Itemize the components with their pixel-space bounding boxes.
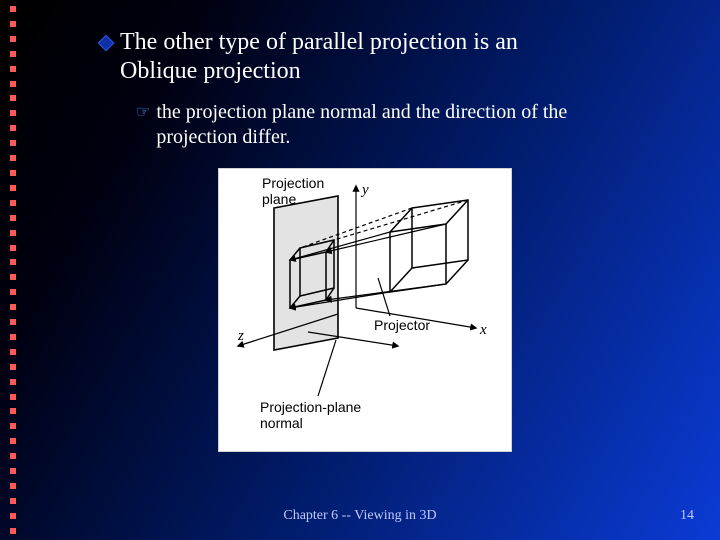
footer-page-number: 14 bbox=[680, 508, 694, 524]
pointing-hand-icon: ☞ bbox=[136, 102, 150, 124]
deco-square bbox=[10, 334, 16, 340]
deco-square bbox=[10, 51, 16, 57]
deco-square bbox=[10, 453, 16, 459]
deco-square bbox=[10, 259, 16, 265]
footer-chapter-label: Chapter 6 -- Viewing in 3D bbox=[0, 508, 720, 524]
deco-square bbox=[10, 304, 16, 310]
projection-plane-label-l1: Projection bbox=[262, 175, 324, 191]
deco-square bbox=[10, 364, 16, 370]
deco-square bbox=[10, 81, 16, 87]
deco-square bbox=[10, 6, 16, 12]
bullet-line-2: Oblique projection bbox=[120, 57, 518, 86]
projector-ray bbox=[326, 284, 446, 300]
deco-square bbox=[10, 200, 16, 206]
deco-square bbox=[10, 349, 16, 355]
deco-square bbox=[10, 438, 16, 444]
projector-leader bbox=[378, 278, 390, 316]
projector-label: Projector bbox=[374, 317, 430, 333]
deco-square bbox=[10, 468, 16, 474]
axis-z-label: z bbox=[237, 328, 244, 344]
subbullet-text-block: the projection plane normal and the dire… bbox=[156, 100, 567, 150]
oblique-projection-figure: y z x bbox=[218, 168, 512, 452]
deco-square bbox=[10, 125, 16, 131]
subbullet-row: ☞ the projection plane normal and the di… bbox=[136, 100, 690, 150]
diamond-bullet-icon bbox=[98, 35, 115, 52]
axis-x-label: x bbox=[479, 322, 487, 338]
subbullet-line-1: the projection plane normal and the dire… bbox=[156, 100, 567, 125]
projector-ray bbox=[326, 224, 446, 252]
deco-square bbox=[10, 155, 16, 161]
deco-square bbox=[10, 483, 16, 489]
deco-square bbox=[10, 274, 16, 280]
subbullet-line-2: projection differ. bbox=[156, 125, 567, 150]
deco-square bbox=[10, 140, 16, 146]
deco-square bbox=[10, 230, 16, 236]
deco-square bbox=[10, 66, 16, 72]
deco-square bbox=[10, 95, 16, 101]
subbullet-level-2: ☞ the projection plane normal and the di… bbox=[136, 100, 690, 150]
slide: The other type of parallel projection is… bbox=[0, 0, 720, 540]
cube-edge bbox=[446, 200, 468, 224]
bullet-level-1: The other type of parallel projection is… bbox=[100, 28, 690, 86]
deco-square bbox=[10, 379, 16, 385]
deco-square bbox=[10, 110, 16, 116]
deco-square bbox=[10, 394, 16, 400]
projection-plane-shape bbox=[274, 196, 338, 350]
axis-y-label: y bbox=[360, 182, 369, 198]
bullet-text-block: The other type of parallel projection is… bbox=[120, 28, 518, 86]
normal-label-l1: Projection-plane bbox=[260, 399, 361, 415]
normal-label-l2: normal bbox=[260, 415, 303, 431]
deco-square bbox=[10, 498, 16, 504]
bullet-line-1: The other type of parallel projection is… bbox=[120, 28, 518, 57]
deco-square bbox=[10, 319, 16, 325]
cube-edge bbox=[446, 260, 468, 284]
deco-square bbox=[10, 170, 16, 176]
content-area: The other type of parallel projection is… bbox=[100, 28, 690, 150]
deco-square bbox=[10, 215, 16, 221]
deco-square bbox=[10, 408, 16, 414]
deco-square bbox=[10, 528, 16, 534]
projection-plane-label-l2: plane bbox=[262, 191, 296, 207]
deco-square bbox=[10, 289, 16, 295]
cube-edge bbox=[390, 208, 412, 232]
deco-square bbox=[10, 21, 16, 27]
figure-svg: y z x bbox=[218, 168, 512, 452]
normal-leader bbox=[318, 340, 336, 396]
deco-square bbox=[10, 245, 16, 251]
left-square-column bbox=[10, 6, 34, 534]
deco-square bbox=[10, 36, 16, 42]
deco-square bbox=[10, 185, 16, 191]
deco-square bbox=[10, 423, 16, 429]
